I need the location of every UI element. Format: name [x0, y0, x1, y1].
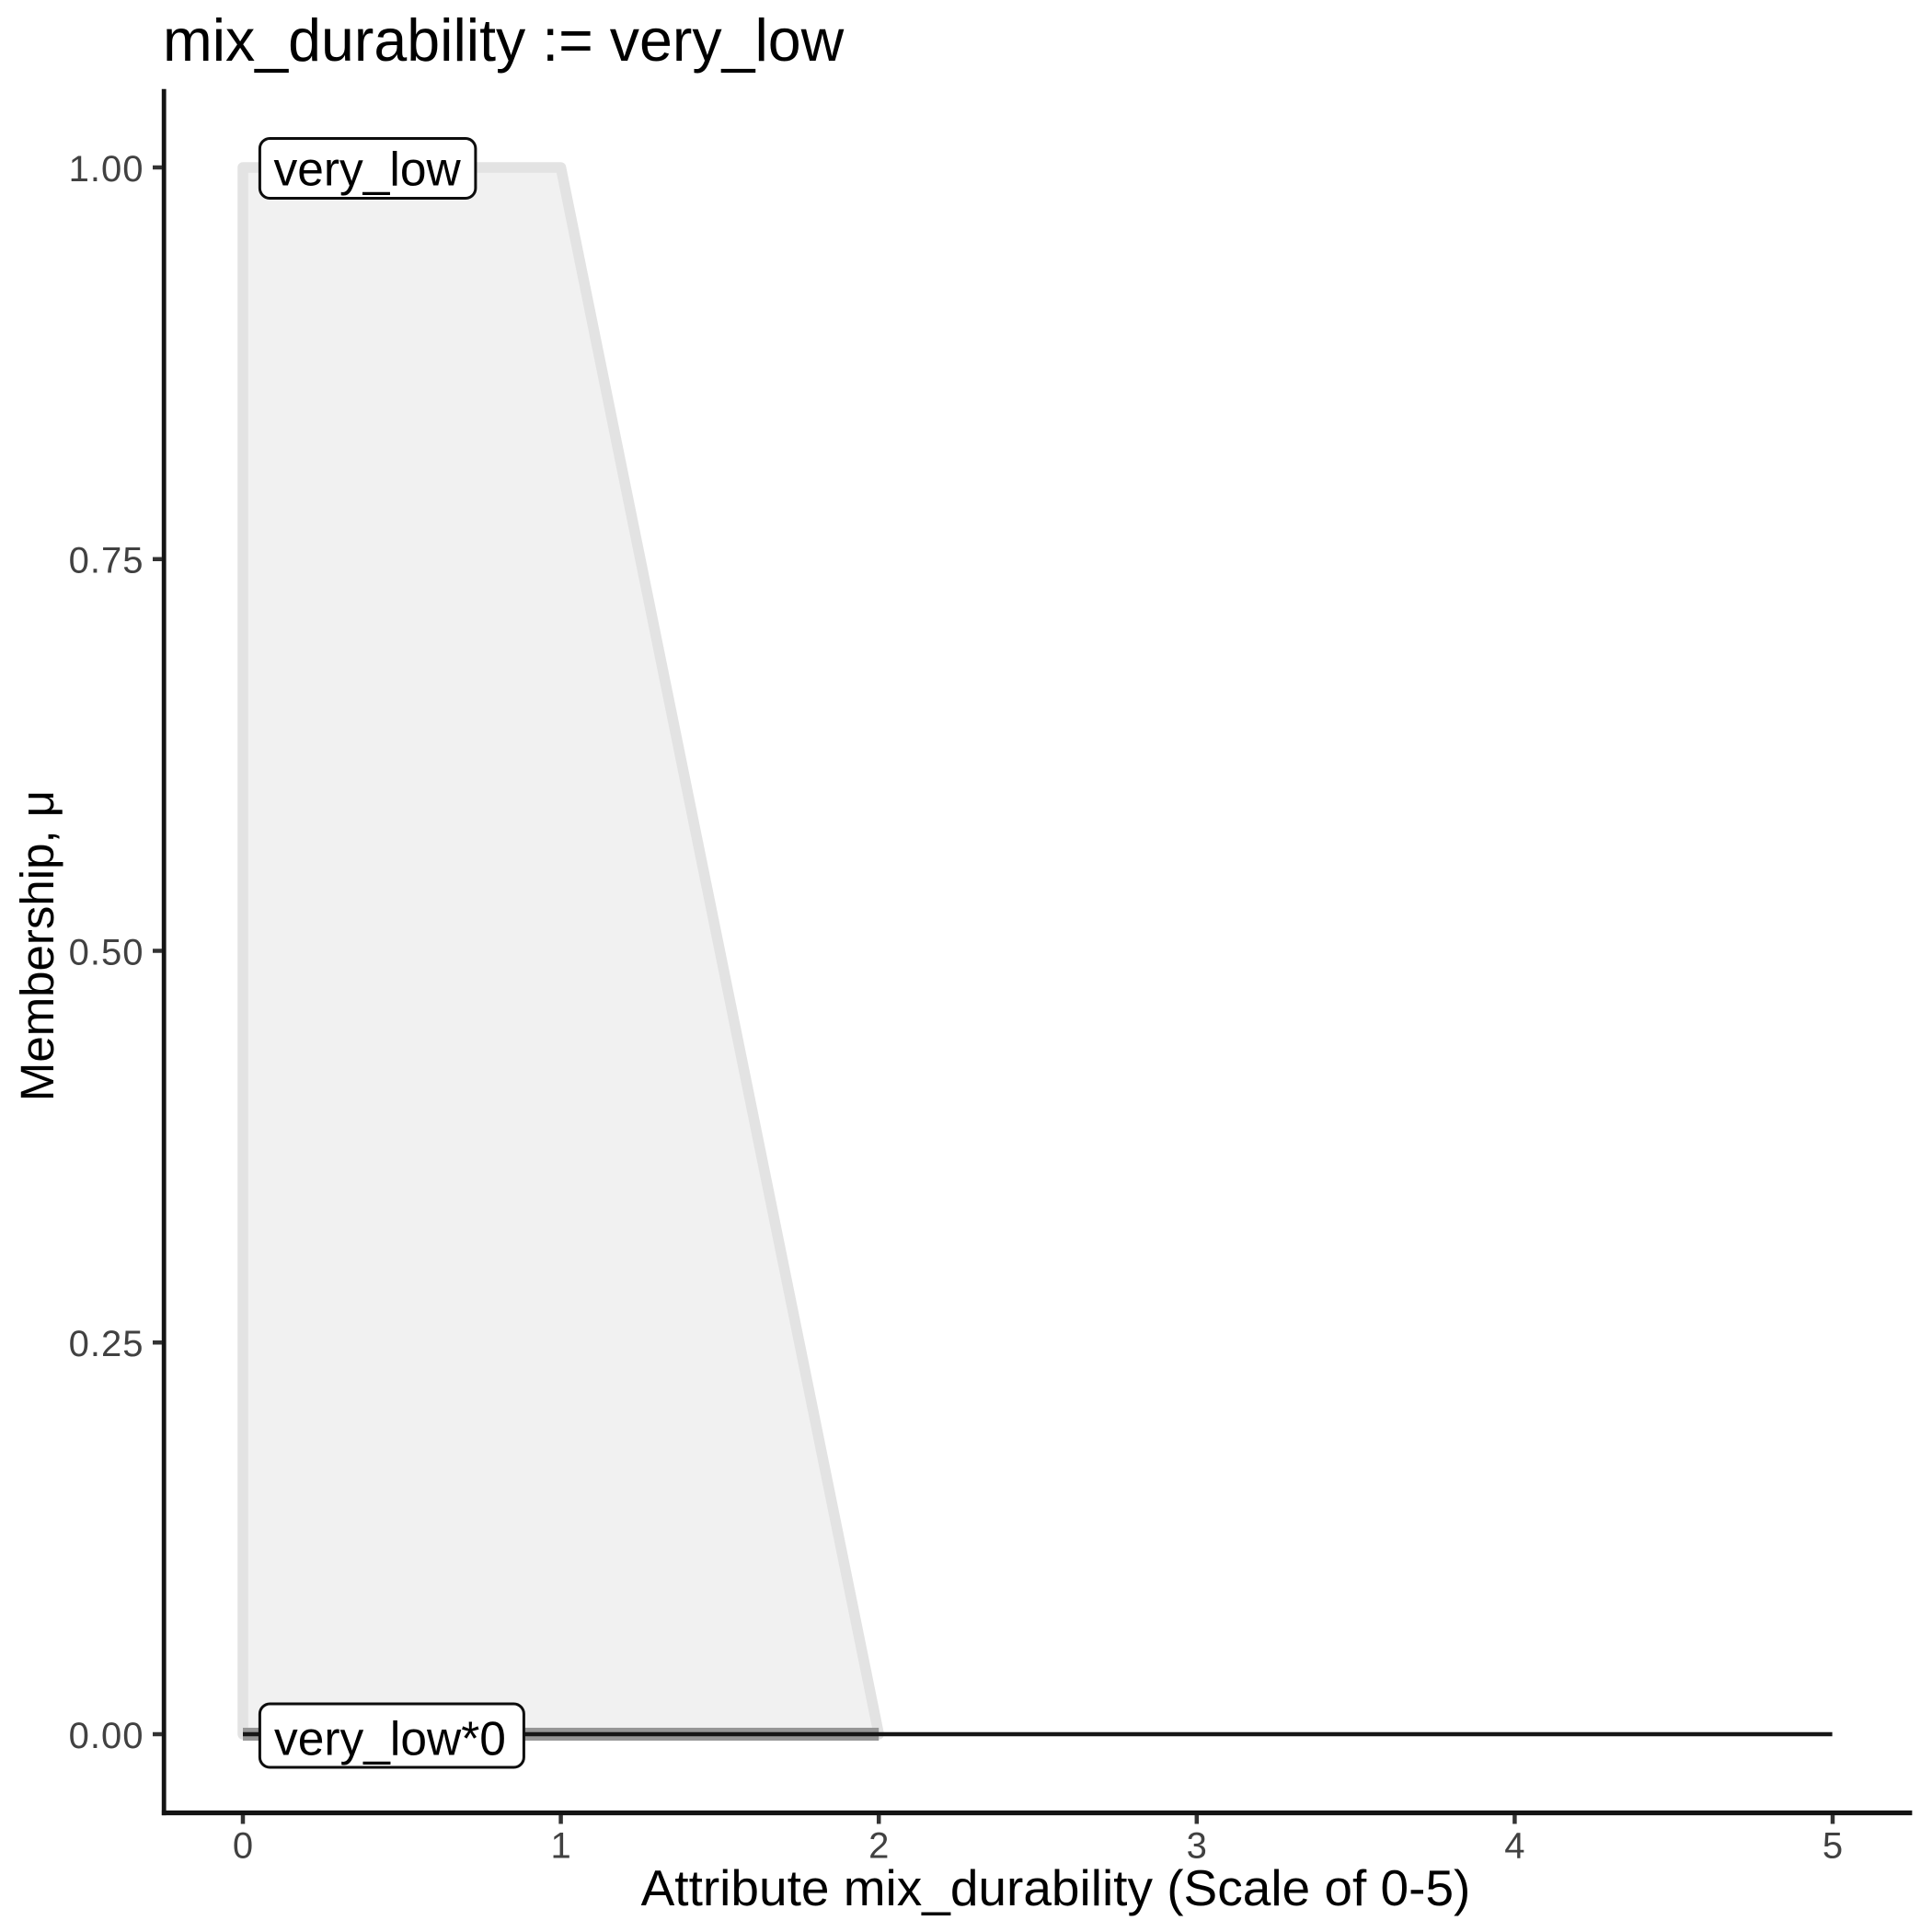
- svg-text:Attribute mix_durability (Scal: Attribute mix_durability (Scale of 0-5): [641, 1859, 1471, 1916]
- svg-text:3: 3: [1187, 1826, 1207, 1867]
- svg-text:1.00: 1.00: [69, 149, 144, 190]
- svg-text:very_low: very_low: [274, 142, 462, 195]
- svg-text:4: 4: [1504, 1826, 1524, 1867]
- svg-text:0: 0: [233, 1826, 253, 1867]
- svg-text:0.75: 0.75: [69, 541, 144, 581]
- svg-text:1: 1: [550, 1826, 570, 1867]
- svg-text:5: 5: [1823, 1826, 1843, 1867]
- svg-text:mix_durability := very_low: mix_durability := very_low: [163, 7, 845, 74]
- svg-text:0.50: 0.50: [69, 932, 144, 972]
- svg-text:very_low*0: very_low*0: [274, 1712, 506, 1765]
- svg-text:Membership, μ: Membership, μ: [11, 790, 63, 1101]
- svg-text:0.00: 0.00: [69, 1716, 144, 1756]
- svg-text:0.25: 0.25: [69, 1324, 144, 1364]
- svg-text:2: 2: [868, 1826, 889, 1867]
